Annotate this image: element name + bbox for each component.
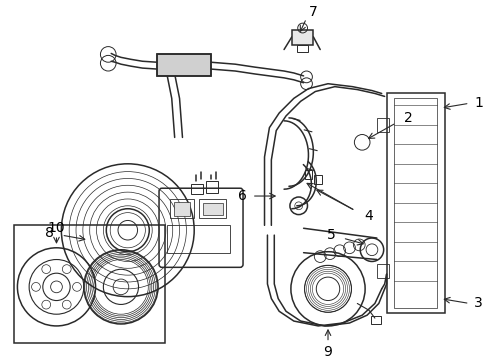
Bar: [205, 181, 217, 193]
Bar: [291, 30, 313, 45]
Text: 5: 5: [326, 228, 335, 242]
Text: 9: 9: [323, 345, 332, 359]
Text: 8: 8: [45, 226, 54, 240]
Text: 6: 6: [237, 189, 246, 203]
Text: 1: 1: [473, 96, 482, 110]
Bar: [370, 316, 380, 324]
Bar: [314, 175, 322, 184]
Text: 10: 10: [47, 221, 65, 235]
Text: 7: 7: [308, 5, 317, 19]
Bar: [14, 225, 164, 342]
Text: 4: 4: [364, 208, 373, 222]
Bar: [296, 45, 308, 53]
Bar: [173, 202, 190, 216]
Bar: [203, 203, 222, 215]
Bar: [191, 184, 203, 194]
Bar: [376, 264, 388, 278]
Bar: [386, 94, 444, 313]
Bar: [199, 199, 226, 219]
Bar: [157, 54, 210, 76]
Bar: [394, 98, 436, 309]
FancyBboxPatch shape: [159, 188, 243, 267]
Bar: [376, 118, 388, 131]
Text: 3: 3: [473, 297, 482, 310]
Text: 2: 2: [403, 111, 412, 125]
Bar: [169, 199, 194, 219]
Bar: [304, 170, 312, 179]
Bar: [166, 225, 230, 253]
Bar: [157, 54, 210, 76]
